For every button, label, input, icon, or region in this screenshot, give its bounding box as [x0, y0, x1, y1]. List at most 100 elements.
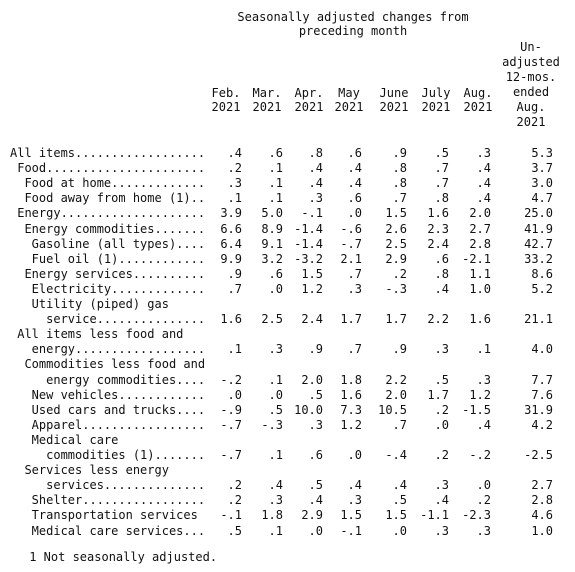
column-header-4: June 2021 [372, 86, 416, 114]
unadjusted-value-cell: 5.3 [531, 146, 553, 160]
table-row: Energy commodities....... 6.6 8.9 -1.4 -.6 2.… [0, 221, 575, 237]
table-row: Gasoline (all types).... 6.4 9.1 -1.4 -.7 2.5… [0, 236, 575, 252]
value-cell: 1.2 [301, 281, 323, 296]
value-cell: 1.5 [385, 508, 407, 523]
value-cell: .3 [476, 372, 491, 387]
row-label: Gasoline (all types).... [10, 236, 206, 251]
value-cell: -2.3 [462, 508, 491, 523]
value-cell: -1.5 [462, 402, 491, 417]
value-cell: 8.9 [261, 221, 283, 236]
table-row: energy.................. .1 .3 .9 .7 .9 .3 .1 4.… [0, 341, 575, 357]
value-cell: 1.6 [220, 312, 242, 327]
value-cell: .2 [227, 478, 242, 493]
unadjusted-value-cell: 31.9 [524, 402, 553, 417]
value-cell: .3 [268, 493, 283, 508]
value-cell: .1 [268, 523, 283, 538]
column-header-1: Mar. 2021 [245, 86, 289, 114]
value-cell: 10.5 [378, 402, 407, 417]
unadjusted-value-cell: 1.0 [531, 523, 553, 538]
value-cell: .5 [434, 146, 449, 160]
value-cell: .8 [392, 176, 407, 191]
value-cell: 2.7 [469, 221, 491, 236]
value-cell: 10.0 [294, 402, 323, 417]
unadjusted-value-cell: 33.2 [524, 251, 553, 266]
value-cell: .8 [392, 161, 407, 176]
row-label: Shelter................. [10, 493, 206, 508]
value-cell: 2.5 [385, 236, 407, 251]
table-row: Energy services.......... .9 .6 1.5 .7 .2 .8 1.… [0, 266, 575, 282]
value-cell: .7 [227, 281, 242, 296]
row-label: All items.................. [10, 146, 206, 160]
table-row: Medical care services... .5 .1 .0 -.1 .0 .3 .3 1… [0, 523, 575, 539]
unadjusted-value-cell: 4.2 [531, 417, 553, 432]
row-label: service............... [10, 312, 206, 327]
unadjusted-header-line: Aug. [516, 100, 546, 114]
row-label: Energy.................... [10, 206, 206, 221]
value-cell: 1.8 [340, 372, 362, 387]
unadjusted-header-line: adjusted [502, 55, 560, 69]
value-cell: .5 [268, 402, 283, 417]
value-cell: 1.6 [469, 312, 491, 327]
value-cell: .0 [392, 523, 407, 538]
value-cell: .4 [347, 161, 362, 176]
value-cell: .3 [347, 281, 362, 296]
unadjusted-value-cell: 3.7 [531, 161, 553, 176]
value-cell: -.1 [220, 508, 242, 523]
unadjusted-value-cell: 7.6 [531, 387, 553, 402]
value-cell: .6 [308, 448, 323, 462]
table-row: Utility (piped) gas [0, 296, 575, 312]
column-header-month: Feb. [211, 86, 241, 100]
value-cell: .6 [434, 251, 449, 266]
value-cell: 1.7 [427, 387, 449, 402]
column-header-3: May 2021 [327, 86, 371, 114]
value-cell: 2.2 [385, 372, 407, 387]
value-cell: .9 [392, 146, 407, 160]
value-cell: 1.8 [261, 508, 283, 523]
row-label: commodities (1)....... [10, 448, 206, 462]
value-cell: 2.6 [385, 221, 407, 236]
unadjusted-value-cell: 2.8 [531, 493, 553, 508]
table-row: All items less food and [0, 326, 575, 342]
value-cell: .4 [392, 478, 407, 493]
value-cell: .4 [347, 176, 362, 191]
column-header-year: 2021 [294, 100, 324, 114]
value-cell: 2.4 [427, 236, 449, 251]
row-label: energy commodities.... [10, 372, 206, 387]
column-header-5: July 2021 [414, 86, 458, 114]
value-cell: .7 [434, 161, 449, 176]
value-cell: -.1 [301, 206, 323, 221]
table-row: Commodities less food and [0, 356, 575, 372]
row-label: Used cars and trucks.... [10, 402, 206, 417]
header-title-line2: preceding month [298, 24, 408, 38]
table-row: Energy.................... 3.9 5.0 -.1 .0 1.5… [0, 205, 575, 221]
value-cell: -2.1 [462, 251, 491, 266]
value-cell: .5 [308, 387, 323, 402]
row-label: Commodities less food and [10, 357, 206, 372]
value-cell: .5 [392, 493, 407, 508]
column-header-6: Aug. 2021 [456, 86, 500, 114]
table-row: commodities (1)....... -.7 .1 .6 .0 -.4 .2 -.2 -… [0, 447, 575, 463]
table-row: Electricity............. .7 .0 1.2 .3 -.3 .4 1.… [0, 281, 575, 297]
row-label: Medical care [10, 432, 119, 447]
unadjusted-column-header: Un-adjusted 12-mos. ended Aug. 2021 [492, 40, 570, 130]
value-cell: .1 [268, 191, 283, 206]
column-header-year: 2021 [211, 100, 241, 114]
unadjusted-value-cell: 21.1 [524, 312, 553, 327]
value-cell: .2 [227, 493, 242, 508]
unadjusted-value-cell: 4.7 [531, 191, 553, 206]
value-cell: 1.5 [340, 508, 362, 523]
value-cell: 2.0 [385, 387, 407, 402]
value-cell: -.7 [220, 417, 242, 432]
table-row: service............... 1.6 2.5 2.4 1.7 1.7 2.2… [0, 311, 575, 327]
footnote: 1 Not seasonally adjusted. [22, 550, 218, 564]
value-cell: .1 [268, 161, 283, 176]
value-cell: .7 [347, 266, 362, 281]
row-label: Transportation services [10, 508, 198, 523]
value-cell: -.7 [340, 236, 362, 251]
value-cell: 9.1 [261, 236, 283, 251]
table-row: Food at home............. .3 .1 .4 .4 .8 .7 .4 3… [0, 175, 575, 191]
value-cell: .1 [476, 342, 491, 357]
value-cell: 2.9 [301, 508, 323, 523]
column-header-year: 2021 [421, 100, 451, 114]
value-cell: .1 [268, 372, 283, 387]
